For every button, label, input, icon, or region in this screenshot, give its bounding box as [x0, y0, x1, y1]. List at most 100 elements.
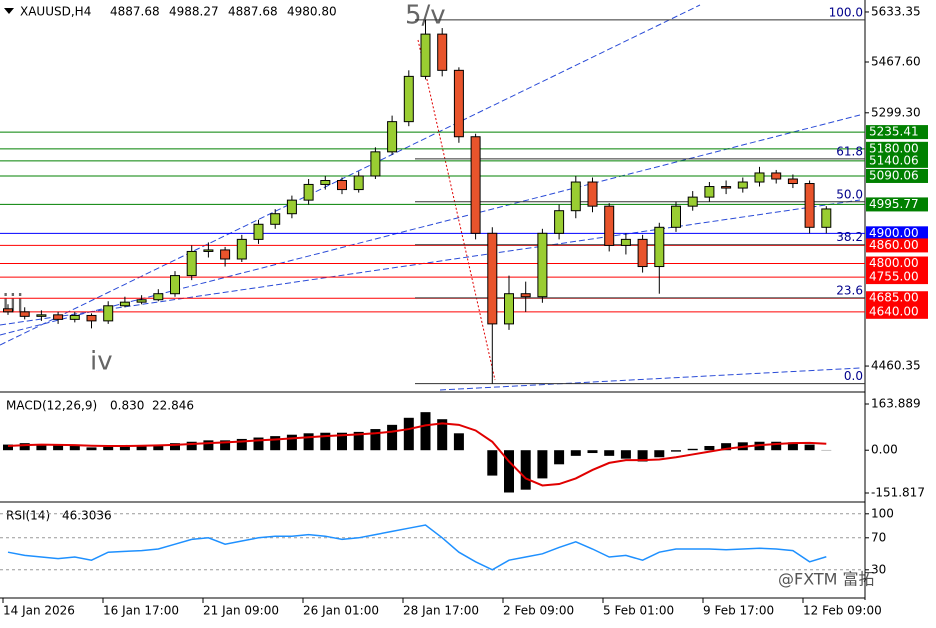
level-label: 4755.00 [869, 270, 919, 284]
macd-bar [537, 450, 547, 478]
macd-bar [70, 446, 80, 450]
readout: 0.830 [110, 399, 144, 413]
level-label: 4640.00 [869, 304, 919, 318]
watermark: @FXTM 富拓 [778, 570, 875, 589]
x-tick-label: 26 Jan 01:00 [303, 604, 379, 618]
candle-body [404, 76, 413, 121]
macd-bar [404, 418, 414, 450]
fib-label: 61.8 [836, 144, 863, 158]
symbol: XAUUSD,H4 [20, 5, 91, 19]
candle-body [772, 173, 781, 179]
macd-bar [454, 433, 464, 450]
candle-body [588, 182, 597, 206]
candle-body [338, 181, 347, 190]
level-label: 4685.00 [869, 291, 919, 305]
candle-body [221, 250, 230, 259]
candle-body [672, 206, 681, 227]
y-tick-label: 5467.60 [871, 55, 921, 69]
candle-body [571, 182, 580, 211]
fib-label: 0.0 [844, 369, 863, 383]
candle-body [788, 179, 797, 184]
candle-body [87, 315, 96, 320]
candle-body [638, 239, 647, 266]
macd-bar [654, 450, 664, 457]
x-tick-label: 5 Feb 01:00 [603, 604, 674, 618]
candle-body [705, 187, 714, 198]
candle-body [421, 34, 430, 76]
candle-body [54, 315, 63, 320]
candle-body [254, 224, 263, 239]
fib-label: 23.6 [836, 283, 863, 297]
macd-bar [688, 449, 698, 450]
y-tick-label: 5633.35 [871, 4, 921, 18]
candle-body [321, 181, 330, 185]
x-tick-label: 28 Jan 17:00 [403, 604, 479, 618]
x-tick-label: 9 Feb 17:00 [703, 604, 774, 618]
ohlc-value: 4887.68 [110, 5, 160, 19]
rsi-title: RSI(14) [6, 509, 50, 523]
macd-bar [588, 450, 598, 453]
macd-bar [421, 412, 431, 450]
macd-bar [671, 450, 681, 451]
candle-body [605, 206, 614, 245]
candle-body [271, 214, 280, 225]
candle-body [104, 306, 113, 321]
macd-bar [805, 445, 815, 451]
macd-bar [270, 436, 280, 450]
x-tick-label: 14 Jan 2026 [3, 604, 75, 618]
macd-bar [554, 450, 564, 464]
candle-body [555, 211, 564, 234]
level-label: 5235.41 [869, 125, 919, 139]
level-label: 4995.77 [869, 197, 919, 211]
y-tick-label: 70 [871, 530, 886, 544]
macd-bar [571, 450, 581, 456]
candle-body [505, 294, 514, 324]
macd-bar [304, 433, 314, 450]
x-tick-label: 12 Feb 09:00 [803, 604, 882, 618]
candle-body [187, 251, 196, 275]
y-tick-label: -151.817 [871, 486, 925, 500]
level-label: 4800.00 [869, 256, 919, 270]
ohlc-value: 4980.80 [287, 5, 337, 19]
candle-body [371, 152, 380, 176]
macd-bar [287, 435, 297, 451]
candle-body [287, 200, 296, 214]
macd-title: MACD(12,26,9) [6, 399, 97, 413]
candle-body [204, 250, 213, 252]
candle-body [822, 209, 831, 227]
candle-body [454, 70, 463, 136]
x-tick-label: 2 Feb 09:00 [503, 604, 574, 618]
ohlc-value: 4887.68 [228, 5, 278, 19]
fib-label: 50.0 [836, 187, 863, 201]
y-tick-label: 30 [871, 562, 886, 576]
macd-bar [487, 450, 497, 475]
ohlc-value: 4988.27 [169, 5, 219, 19]
candle-body [4, 309, 13, 312]
macd-bar [87, 447, 97, 450]
macd-bar [621, 450, 631, 458]
candle-body [805, 184, 814, 228]
candle-body [304, 184, 313, 200]
y-tick-label: 4460.35 [871, 359, 921, 373]
readout: 46.3036 [62, 509, 112, 523]
candle-body [471, 137, 480, 234]
readout: 22.846 [152, 399, 194, 413]
macd-bar [387, 425, 397, 450]
macd-bar [704, 446, 714, 450]
candle-body [688, 197, 697, 206]
candle-body [20, 312, 29, 317]
candle-body [655, 227, 664, 266]
level-label: 5140.06 [869, 153, 919, 167]
candle-body [120, 302, 129, 306]
x-tick-label: 16 Jan 17:00 [103, 604, 179, 618]
candle-body [37, 315, 46, 317]
y-tick-label: 5299.30 [871, 105, 921, 119]
macd-bar [604, 450, 614, 456]
candle-body [154, 294, 163, 300]
x-tick-label: 21 Jan 09:00 [203, 604, 279, 618]
y-tick-label: 100 [871, 506, 894, 520]
candle-body [171, 276, 180, 294]
candle-body [521, 294, 530, 297]
fib-label: 100.0 [829, 5, 863, 19]
candle-body [738, 182, 747, 188]
